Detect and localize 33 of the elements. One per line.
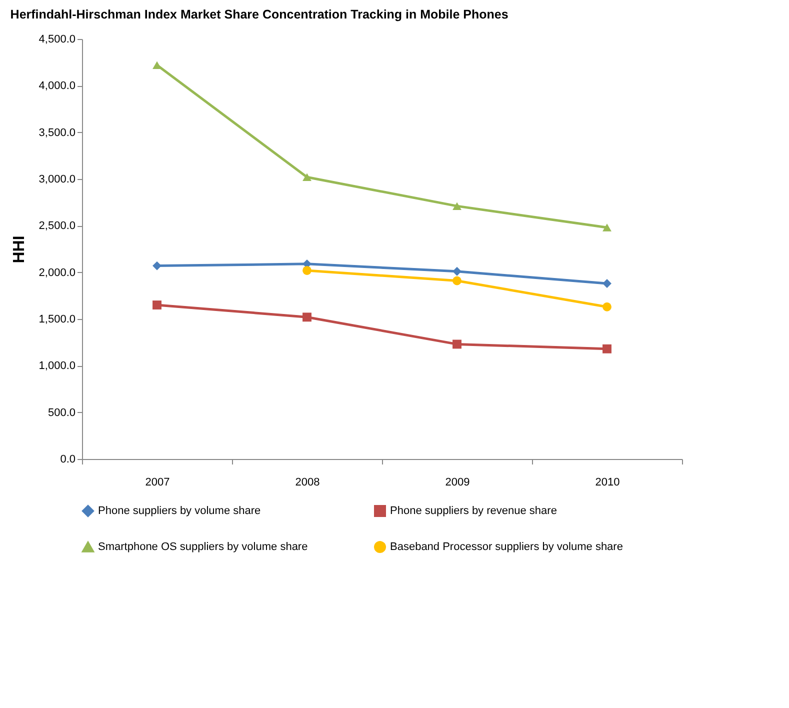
point <box>302 312 312 322</box>
legend-label: Smartphone OS suppliers by volume share <box>98 541 308 553</box>
point <box>152 261 162 270</box>
y-tick-label: 2,000.0 <box>38 266 76 279</box>
y-tick-label: 3,000.0 <box>38 174 76 186</box>
legend-label: Phone suppliers by revenue share <box>390 505 557 517</box>
point <box>452 340 462 349</box>
x-tick-label: 2009 <box>445 476 470 488</box>
point <box>602 224 612 232</box>
point <box>152 300 162 310</box>
point <box>302 173 312 182</box>
point <box>602 302 612 312</box>
y-tick-label: 1,000.0 <box>38 360 76 372</box>
x-tick-label: 2010 <box>595 476 620 488</box>
point <box>602 344 612 354</box>
y-tick-label: 2,500.0 <box>38 220 76 232</box>
y-tick-label: 0.0 <box>60 454 76 466</box>
point <box>452 276 462 286</box>
legend-label: Baseband Processor suppliers by volume share <box>390 541 623 553</box>
legend-label: Phone suppliers by volume share <box>98 505 261 517</box>
x-tick-label: 2007 <box>145 476 170 488</box>
y-tick-label: 4,500.0 <box>38 34 76 46</box>
y-tick-label: 1,500.0 <box>38 314 76 326</box>
x-tick-label: 2008 <box>295 476 320 488</box>
y-tick-label: 3,500.0 <box>38 126 76 139</box>
point <box>452 266 462 276</box>
y-tick-label: 4,000.0 <box>38 80 76 92</box>
point <box>452 202 462 210</box>
point <box>302 266 312 275</box>
y-axis-title: HHI <box>10 236 28 264</box>
chart-title: Herfindahl-Hirschman Index Market Share Concentration Tracking in Mobile Phones <box>10 8 508 22</box>
point <box>602 279 612 288</box>
y-tick-label: 500.0 <box>48 406 76 419</box>
